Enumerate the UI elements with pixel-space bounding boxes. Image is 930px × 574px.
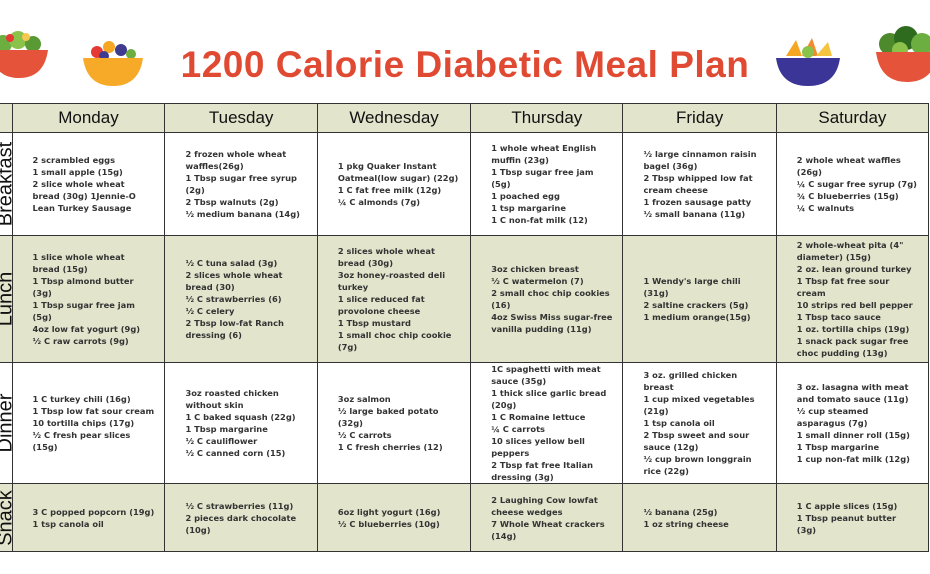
- fruit-bowl-icon: [83, 41, 143, 86]
- row-label-lunch: Lunch: [0, 235, 13, 363]
- meal-cell: ½ large cinnamon raisin bagel (36g) 2 Tb…: [622, 132, 777, 236]
- meal-cell: 1C spaghetti with meat sauce (35g) 1 thi…: [470, 362, 624, 484]
- meal-cell: 3 C popped popcorn (19g) 1 tsp canola oi…: [11, 483, 166, 552]
- day-header-thursday: Thursday: [470, 103, 624, 133]
- meal-cell: 1 C turkey chili (16g) 1 Tbsp low fat so…: [11, 362, 166, 484]
- day-header-wednesday: Wednesday: [316, 103, 472, 133]
- meal-cell: 1 slice whole wheat bread (15g) 1 Tbsp a…: [11, 235, 166, 363]
- meal-cell: 6oz light yogurt (16g) ½ C blueberries (…: [316, 483, 472, 552]
- meal-cell: 2 slices whole wheat bread (30g) 3oz hon…: [316, 235, 472, 363]
- row-label-snack: Snack: [0, 483, 13, 552]
- meal-cell: 3oz chicken breast ½ C watermelon (7) 2 …: [470, 235, 624, 363]
- meal-row-snack: Snack 3 C popped popcorn (19g) 1 tsp can…: [0, 483, 930, 552]
- meal-row-dinner: Dinner 1 C turkey chili (16g) 1 Tbsp low…: [0, 362, 930, 484]
- day-header-tuesday: Tuesday: [164, 103, 318, 133]
- meal-cell: 2 whole-wheat pita (4" diameter) (15g) 2…: [775, 235, 930, 363]
- meal-cell: ½ C strawberries (11g) 2 pieces dark cho…: [164, 483, 318, 552]
- meal-cell: 2 whole wheat waffles (26g) ¼ C sugar fr…: [775, 132, 930, 236]
- meal-cell: 1 whole wheat English muffin (23g) 1 Tbs…: [470, 132, 624, 236]
- corner-cell: [0, 103, 13, 133]
- salad-bowl-icon: [0, 31, 48, 78]
- meal-cell: 2 frozen whole wheat waffles(26g) 1 Tbsp…: [164, 132, 318, 236]
- row-label-dinner: Dinner: [0, 362, 13, 484]
- meal-cell: 1 pkg Quaker Instant Oatmeal(low sugar) …: [316, 132, 472, 236]
- meal-row-breakfast: Breakfast 2 scrambled eggs 1 small apple…: [0, 132, 930, 236]
- greens-bowl-icon: [876, 26, 930, 82]
- day-header-friday: Friday: [622, 103, 777, 133]
- meal-cell: 2 Laughing Cow lowfat cheese wedges 7 Wh…: [470, 483, 624, 552]
- meal-cell: ½ C tuna salad (3g) 2 slices whole wheat…: [164, 235, 318, 363]
- meal-cell: 3oz roasted chicken without skin 1 C bak…: [164, 362, 318, 484]
- meal-plan-table: Monday Tuesday Wednesday Thursday Friday…: [0, 103, 930, 552]
- meal-cell: 2 scrambled eggs 1 small apple (15g) 2 s…: [11, 132, 166, 236]
- day-header-monday: Monday: [11, 103, 166, 133]
- day-header-saturday: Saturday: [775, 103, 930, 133]
- meal-cell: 3oz salmon ½ large baked potato (32g) ½ …: [316, 362, 472, 484]
- meal-cell: 1 Wendy's large chili (31g) 2 saltine cr…: [622, 235, 777, 363]
- day-header-row: Monday Tuesday Wednesday Thursday Friday…: [0, 103, 930, 133]
- row-label-breakfast: Breakfast: [0, 132, 13, 236]
- page-title: 1200 Calorie Diabetic Meal Plan: [180, 44, 750, 85]
- meal-cell: 1 C apple slices (15g) 1 Tbsp peanut but…: [775, 483, 930, 552]
- vegetable-bowl-icon: [776, 38, 840, 86]
- meal-cell: ½ banana (25g) 1 oz string cheese: [622, 483, 777, 552]
- meal-row-lunch: Lunch 1 slice whole wheat bread (15g) 1 …: [0, 235, 930, 363]
- meal-cell: 3 oz. grilled chicken breast 1 cup mixed…: [622, 362, 777, 484]
- meal-cell: 3 oz. lasagna with meat and tomato sauce…: [775, 362, 930, 484]
